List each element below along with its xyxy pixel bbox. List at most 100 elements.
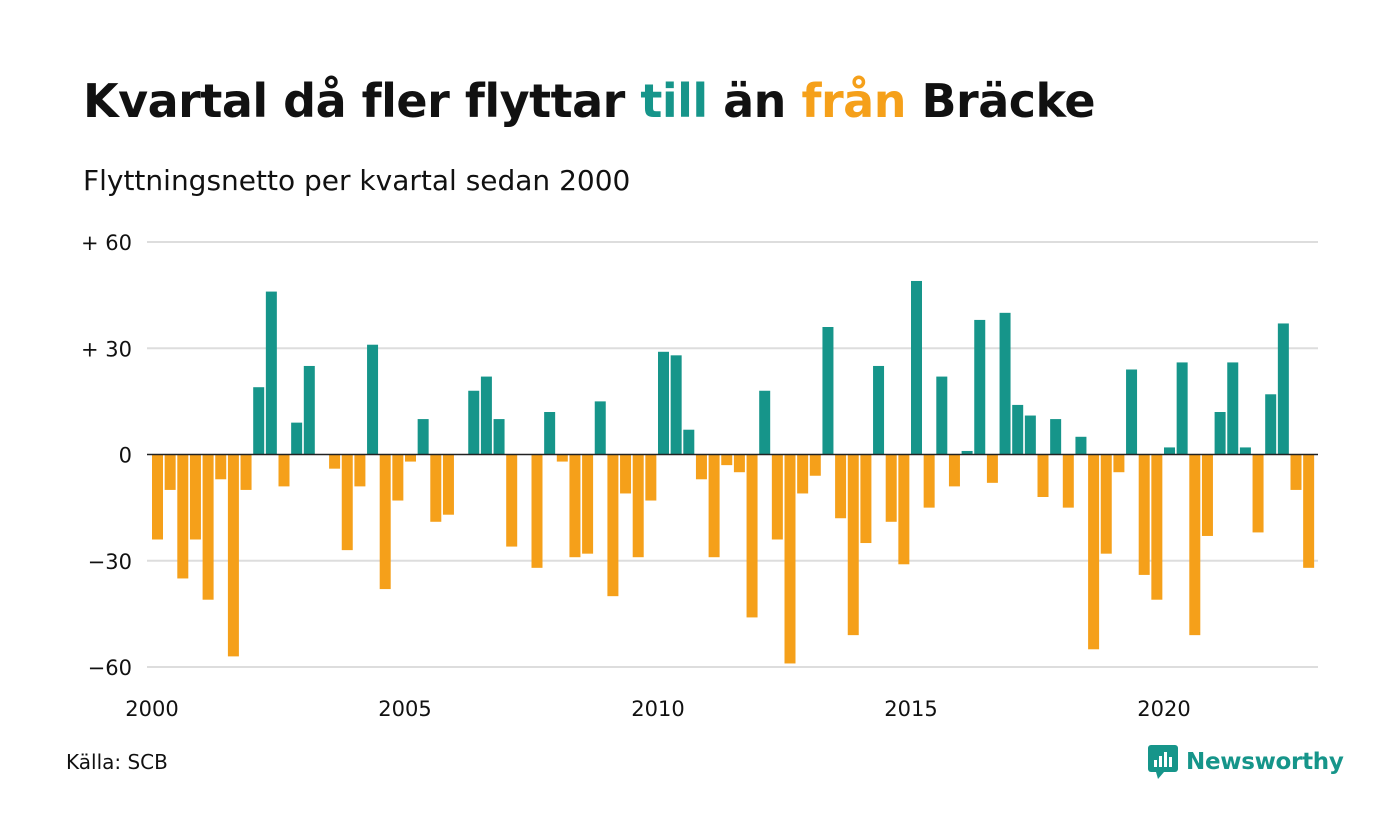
- bar: [822, 327, 834, 455]
- bar: [152, 454, 163, 540]
- x-tick-label: 2000: [125, 697, 178, 721]
- bar: [784, 454, 796, 664]
- bar: [367, 344, 379, 455]
- bar: [556, 454, 568, 462]
- bar: [911, 280, 922, 455]
- bar: [1113, 454, 1125, 473]
- bar: [392, 454, 404, 501]
- bar: [379, 454, 391, 590]
- bar: [240, 454, 252, 490]
- y-tick-label: 0: [119, 444, 132, 468]
- bar: [1062, 454, 1074, 508]
- bar: [1201, 454, 1213, 536]
- bar: [417, 419, 429, 455]
- title-part-3: Bräcke: [905, 74, 1096, 128]
- bar: [936, 376, 948, 455]
- bar: [202, 454, 214, 600]
- bar: [986, 454, 998, 483]
- bar: [1239, 447, 1251, 455]
- bar: [1126, 369, 1138, 455]
- bar: [1100, 454, 1112, 554]
- bar: [1024, 415, 1036, 455]
- bar: [405, 454, 416, 462]
- grid-lines: [147, 241, 1318, 668]
- y-tick-label: −60: [88, 656, 132, 680]
- bar: [923, 454, 935, 508]
- bar: [961, 450, 973, 455]
- bar: [594, 401, 606, 455]
- y-tick-label: + 60: [81, 231, 132, 255]
- bar: [544, 412, 556, 455]
- bar: [771, 454, 783, 540]
- x-tick-label: 2020: [1137, 697, 1190, 721]
- bar: [1227, 362, 1239, 455]
- bar: [1176, 362, 1188, 455]
- bar: [531, 454, 543, 568]
- bar: [442, 454, 454, 515]
- bar: [620, 454, 632, 494]
- y-tick-label: + 30: [81, 337, 132, 361]
- bar: [683, 429, 695, 455]
- bar: [468, 390, 480, 455]
- bar: [835, 454, 847, 519]
- bar: [1252, 454, 1264, 533]
- bar: [632, 454, 644, 558]
- bar: [189, 454, 201, 540]
- bar: [708, 454, 720, 558]
- title-word-fran: från: [801, 74, 906, 128]
- chart-subtitle: Flyttningsnetto per kvartal sedan 2000: [83, 164, 631, 197]
- bar: [974, 319, 986, 455]
- bar: [797, 454, 809, 494]
- bar: [1050, 419, 1062, 455]
- chart-title: Kvartal då fler flyttar till än från Brä…: [83, 74, 1096, 128]
- x-tick-label: 2010: [631, 697, 684, 721]
- brand-name: Newsworthy: [1186, 749, 1344, 775]
- x-tick-label: 2005: [378, 697, 431, 721]
- bar: [430, 454, 442, 522]
- bar: [670, 355, 682, 455]
- source-label: Källa: SCB: [66, 750, 168, 774]
- bar: [582, 454, 594, 554]
- bar: [177, 454, 189, 579]
- bar: [1075, 436, 1087, 455]
- title-part-2: än: [707, 74, 802, 128]
- bar: [1037, 454, 1049, 497]
- title-part-1: Kvartal då fler flyttar: [83, 74, 641, 128]
- bar: [265, 291, 277, 455]
- bar: [847, 454, 859, 636]
- x-tick-label: 2015: [884, 697, 937, 721]
- bar: [354, 454, 366, 487]
- bar: [759, 390, 771, 455]
- bar: [658, 351, 669, 455]
- bar: [1265, 394, 1277, 455]
- title-word-till: till: [640, 74, 708, 128]
- bar: [506, 454, 518, 547]
- bar: [607, 454, 619, 597]
- bar: [645, 454, 657, 501]
- bar: [569, 454, 581, 558]
- bar: [733, 454, 745, 473]
- bar: [253, 387, 265, 455]
- bar: [1290, 454, 1302, 490]
- bar: [695, 454, 707, 480]
- bar: [215, 454, 227, 480]
- newsworthy-logo: Newsworthy: [1148, 742, 1344, 782]
- bar: [1164, 447, 1175, 455]
- bar: [721, 454, 733, 466]
- bar: [303, 365, 315, 455]
- bar: [1138, 454, 1150, 575]
- bar: [1214, 412, 1226, 455]
- bar: [746, 454, 758, 618]
- bar: [227, 454, 239, 657]
- bar: [1088, 454, 1100, 650]
- bar: [278, 454, 290, 487]
- bars: [152, 280, 1315, 664]
- bar: [809, 454, 821, 476]
- y-tick-label: −30: [88, 550, 132, 574]
- bar: [948, 454, 960, 487]
- bar: [164, 454, 176, 490]
- bar: [1151, 454, 1163, 600]
- bar: [329, 454, 341, 469]
- bar: [480, 376, 492, 455]
